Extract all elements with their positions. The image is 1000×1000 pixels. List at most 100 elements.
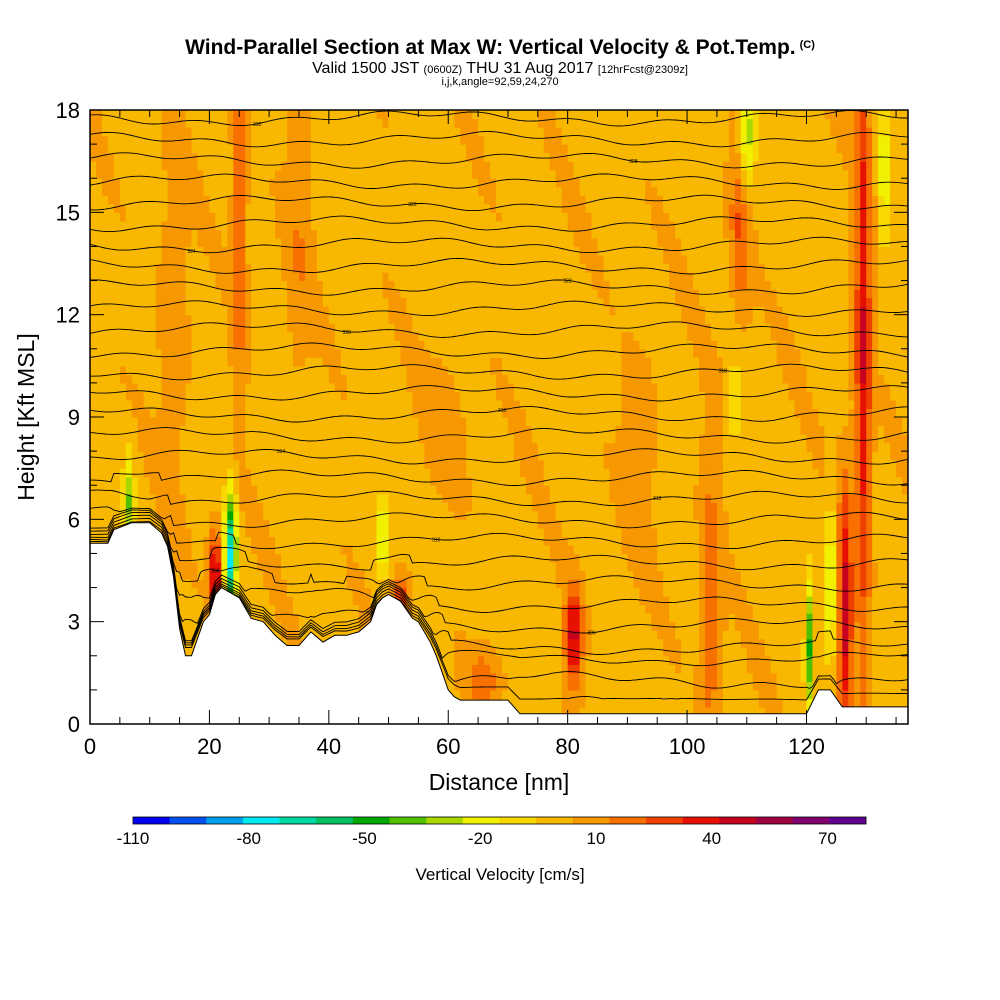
velocity-cell	[388, 399, 396, 410]
velocity-cell	[316, 561, 324, 572]
velocity-cell	[358, 152, 366, 162]
velocity-cell	[298, 536, 306, 546]
velocity-cell	[322, 135, 330, 145]
velocity-cell	[179, 272, 187, 282]
velocity-cell	[221, 144, 228, 154]
velocity-cell	[316, 323, 324, 333]
velocity-cell	[442, 570, 449, 580]
velocity-cell	[269, 135, 276, 145]
velocity-cell	[287, 203, 294, 213]
velocity-cell	[263, 485, 270, 495]
velocity-cell	[310, 485, 318, 495]
velocity-cell	[185, 596, 193, 606]
velocity-cell	[424, 561, 431, 572]
velocity-cell	[185, 544, 193, 555]
velocity-cell	[364, 272, 372, 282]
velocity-cell	[376, 152, 384, 162]
velocity-cell	[275, 502, 282, 512]
velocity-cell	[334, 382, 342, 393]
velocity-cell	[358, 203, 366, 213]
velocity-cell	[442, 237, 449, 248]
velocity-cell	[472, 263, 479, 273]
velocity-cell	[281, 510, 288, 520]
velocity-cell	[466, 169, 473, 179]
velocity-cell	[143, 135, 151, 145]
velocity-cell	[382, 374, 390, 384]
velocity-cell	[304, 536, 312, 546]
velocity-cell	[490, 152, 497, 162]
chart-indices: i,j,k,angle=92,59,24,270	[441, 76, 559, 88]
velocity-cell	[454, 323, 461, 333]
velocity-cell	[382, 280, 390, 290]
velocity-cell	[370, 144, 378, 154]
velocity-cell	[101, 289, 109, 299]
velocity-cell	[424, 127, 431, 137]
velocity-cell	[490, 178, 497, 188]
velocity-cell	[352, 476, 360, 486]
velocity-cell	[251, 297, 258, 307]
velocity-cell	[370, 289, 378, 299]
velocity-cell	[203, 127, 211, 137]
velocity-cell	[460, 144, 467, 154]
velocity-cell	[281, 323, 288, 333]
velocity-cell	[430, 493, 437, 503]
velocity-cell	[304, 314, 312, 324]
velocity-cell	[328, 476, 336, 486]
velocity-cell	[298, 186, 306, 196]
velocity-cell	[143, 186, 151, 196]
velocity-cell	[388, 365, 396, 375]
velocity-cell	[215, 144, 222, 154]
velocity-cell	[137, 459, 145, 469]
velocity-cell	[322, 536, 330, 546]
velocity-cell	[197, 468, 205, 478]
velocity-cell	[221, 289, 228, 299]
velocity-cell	[131, 323, 139, 333]
velocity-cell	[490, 161, 497, 171]
velocity-cell	[460, 297, 467, 307]
velocity-cell	[430, 570, 437, 580]
velocity-cell	[370, 340, 378, 350]
velocity-cell	[484, 570, 491, 580]
velocity-cell	[215, 365, 222, 375]
velocity-cell	[382, 365, 390, 375]
velocity-cell	[191, 587, 199, 597]
velocity-cell	[424, 365, 431, 375]
velocity-cell	[334, 621, 342, 631]
velocity-cell	[490, 664, 497, 674]
velocity-cell	[179, 519, 187, 529]
velocity-cell	[382, 391, 390, 401]
velocity-cell	[376, 297, 384, 307]
velocity-cell	[293, 374, 300, 384]
velocity-cell	[364, 144, 372, 154]
velocity-cell	[245, 263, 252, 273]
velocity-cell	[287, 459, 294, 469]
velocity-cell	[340, 118, 348, 128]
velocity-cell	[448, 630, 455, 640]
forecast-info: [12hrFcst@2309z]	[597, 64, 688, 76]
velocity-cell	[310, 459, 318, 469]
velocity-cell	[215, 306, 222, 316]
velocity-cell	[430, 229, 437, 239]
velocity-cell	[90, 399, 97, 410]
velocity-cell	[293, 186, 300, 196]
velocity-cell	[406, 254, 414, 265]
velocity-cell	[358, 536, 366, 546]
velocity-cell	[412, 417, 419, 427]
velocity-cell	[281, 357, 288, 367]
velocity-cell	[340, 493, 348, 503]
velocity-cell	[334, 519, 342, 529]
velocity-cell	[167, 451, 175, 461]
velocity-cell	[245, 570, 252, 580]
velocity-cell	[484, 544, 491, 555]
velocity-cell	[418, 442, 425, 452]
velocity-cell	[352, 553, 360, 563]
velocity-cell	[137, 220, 145, 230]
velocity-cell	[406, 169, 414, 179]
velocity-cell	[119, 212, 127, 222]
velocity-cell	[412, 382, 419, 393]
velocity-cell	[185, 110, 193, 120]
velocity-cell	[137, 135, 145, 145]
velocity-cell	[388, 280, 396, 290]
velocity-cell	[203, 152, 211, 162]
velocity-cell	[90, 459, 97, 469]
